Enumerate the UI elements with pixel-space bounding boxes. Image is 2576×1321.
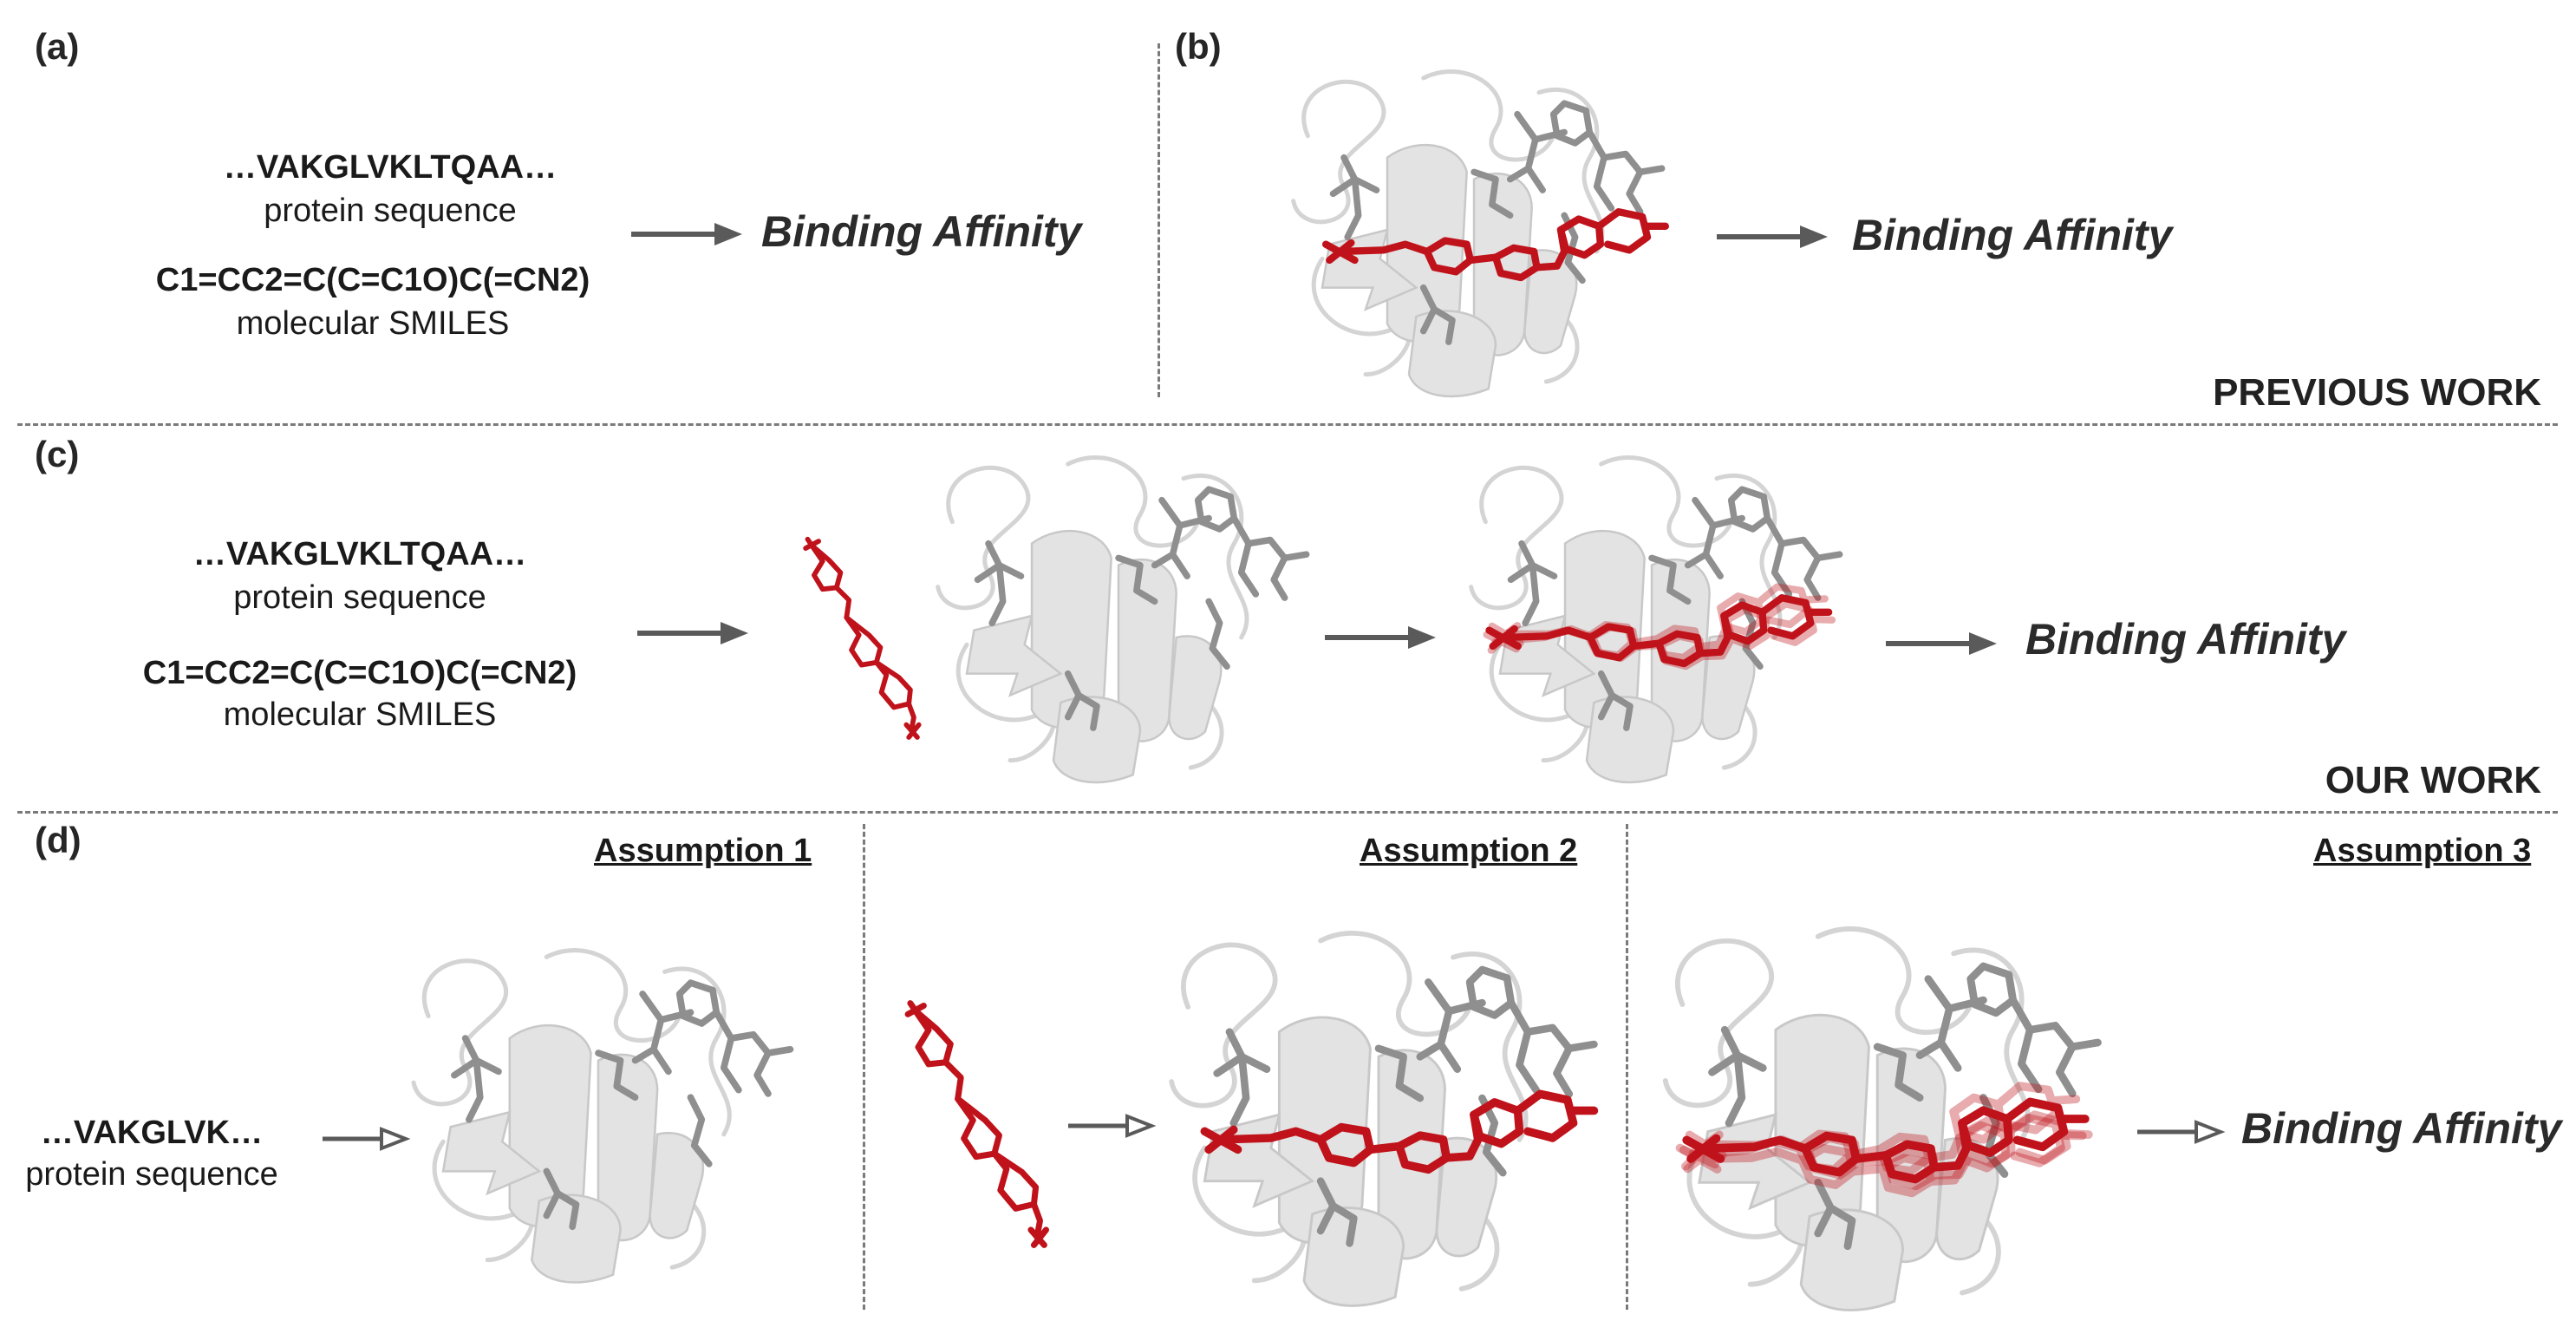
panel-label-d: (d) xyxy=(35,820,82,860)
binding-affinity-label: Binding Affinity xyxy=(761,207,1082,256)
assumption-1-title: Assumption 1 xyxy=(594,833,812,869)
panel-label-a: (a) xyxy=(35,26,80,67)
section-title-previous-work: PREVIOUS WORK xyxy=(2213,371,2541,414)
assumption-2-title: Assumption 2 xyxy=(1360,833,1578,869)
ligand-pose-ensemble-icon xyxy=(1457,455,1847,776)
arrow-right-hollow-icon xyxy=(323,1127,411,1151)
protein-sequence-text: …VAKGLVKLTQAA… xyxy=(192,536,527,572)
protein-sequence-caption: protein sequence xyxy=(233,579,486,616)
smiles-caption: molecular SMILES xyxy=(236,305,510,342)
panel-label-c: (c) xyxy=(35,434,80,474)
binding-affinity-label: Binding Affinity xyxy=(2025,615,2346,664)
divider-previous xyxy=(17,423,2558,426)
arrow-right-icon xyxy=(1886,632,1997,655)
arrow-right-icon xyxy=(1325,626,1436,649)
assumption-3-title: Assumption 3 xyxy=(2313,833,2532,869)
protein-ligand-complex-icon xyxy=(1279,69,1669,390)
ligand-molecule-icon xyxy=(906,997,1049,1249)
divider-assumption-2-3 xyxy=(1626,824,1628,1310)
arrow-right-hollow-icon xyxy=(1068,1114,1157,1138)
protein-ligand-complex-icon xyxy=(1153,932,1604,1305)
protein-structure-icon xyxy=(399,945,798,1301)
protein-sequence-caption: protein sequence xyxy=(264,193,517,229)
arrow-right-icon xyxy=(631,223,742,245)
protein-structure-icon xyxy=(923,455,1314,776)
smiles-text: C1=CC2=C(C=C1O)C(=CN2) xyxy=(155,262,590,298)
ligand-pose-ensemble-icon xyxy=(1643,928,2129,1310)
ligand-molecule-icon xyxy=(802,538,923,737)
smiles-caption: molecular SMILES xyxy=(223,696,497,733)
panel-label-b: (b) xyxy=(1175,26,1222,67)
protein-sequence-caption: protein sequence xyxy=(25,1156,278,1193)
binding-affinity-label: Binding Affinity xyxy=(2241,1104,2562,1153)
divider-assumption-1-2 xyxy=(863,824,865,1310)
arrow-right-icon xyxy=(1717,226,1828,248)
divider-our-work xyxy=(17,811,2558,814)
binding-affinity-label: Binding Affinity xyxy=(1852,211,2173,259)
protein-sequence-text: …VAKGLVK… xyxy=(40,1115,264,1151)
protein-sequence-text: …VAKGLVKLTQAA… xyxy=(223,149,558,186)
arrow-right-hollow-icon xyxy=(2137,1120,2226,1144)
divider-a-b xyxy=(1158,43,1160,397)
arrow-right-icon xyxy=(637,622,748,644)
section-title-our-work: OUR WORK xyxy=(2325,759,2541,801)
smiles-text: C1=CC2=C(C=C1O)C(=CN2) xyxy=(142,655,577,691)
